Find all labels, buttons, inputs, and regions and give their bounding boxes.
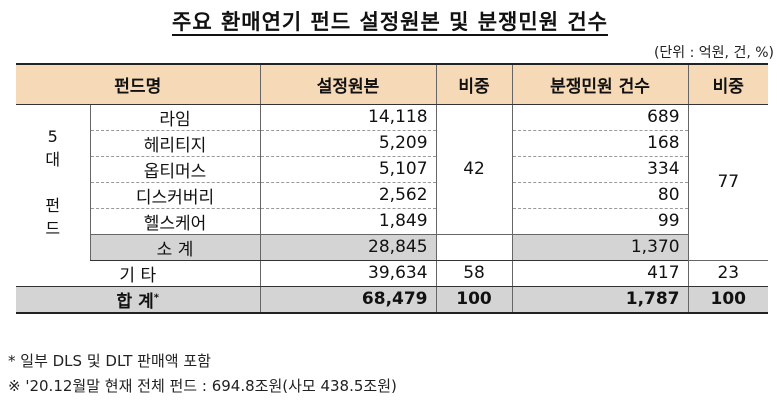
table-row: 디스커버리 2,562 80	[16, 182, 768, 209]
others-ratio-complaints: 23	[687, 260, 769, 287]
others-label: 기 타	[16, 260, 261, 287]
total-ratio-complaints: 100	[687, 286, 769, 314]
fund-principal: 5,209	[259, 130, 437, 157]
total-row: 합 계* 68,479 100 1,787 100	[16, 286, 769, 314]
table-row: 5 대 펀 드 라임 14,118 42 689 77	[16, 104, 769, 261]
header-fund-name: 펀드명	[16, 63, 261, 105]
fund-principal: 2,562	[259, 182, 437, 209]
table-header-row: 펀드명 설정원본 비중 분쟁민원 건수 비중	[16, 63, 769, 105]
fund-complaints: 99	[511, 208, 689, 235]
subtotal-label: 소 계	[89, 233, 261, 261]
fund-name: 헬스케어	[89, 208, 261, 235]
fund-name: 라임	[89, 104, 261, 131]
fund-complaints: 689	[511, 104, 689, 131]
total-ratio-principal: 100	[435, 286, 513, 314]
top5-ratio-principal: 42	[435, 104, 513, 235]
total-complaints: 1,787	[511, 286, 689, 314]
fund-complaints: 80	[511, 182, 689, 209]
group-label-top5: 5 대 펀 드	[45, 126, 61, 238]
header-ratio-complaints: 비중	[687, 63, 769, 105]
footnote-dls: * 일부 DLS 및 DLT 판매액 포함	[8, 352, 211, 370]
top5-ratio-complaints: 77	[687, 104, 769, 261]
fund-table: 펀드명 설정원본 비중 분쟁민원 건수 비중 5 대 펀 드 라임 14,118…	[16, 63, 769, 314]
table-row: 헤리티지 5,209 168	[16, 130, 768, 157]
total-label-cell: 합 계*	[16, 286, 261, 314]
others-ratio-principal: 58	[435, 260, 513, 287]
fund-principal: 14,118	[259, 104, 437, 131]
others-principal: 39,634	[259, 260, 437, 287]
fund-name: 옵티머스	[89, 156, 261, 183]
subtotal-principal: 28,845	[259, 233, 437, 261]
table-row: 헬스케어 1,849 99	[16, 208, 768, 235]
subtotal-row: 소 계 28,845 1,370	[16, 233, 768, 261]
others-row: 기 타 39,634 58 417 23	[16, 260, 769, 287]
fund-complaints: 334	[511, 156, 689, 183]
fund-name: 헤리티지	[89, 130, 261, 157]
page-title: 주요 환매연기 펀드 설정원본 및 분쟁민원 건수	[172, 10, 608, 34]
others-complaints: 417	[511, 260, 689, 287]
header-complaints: 분쟁민원 건수	[511, 63, 689, 105]
fund-principal: 5,107	[259, 156, 437, 183]
fund-name: 디스커버리	[89, 182, 261, 209]
total-label: 합 계	[116, 291, 154, 312]
subtotal-complaints: 1,370	[511, 233, 689, 261]
subtotal-ratio-blank	[435, 233, 513, 261]
total-principal: 68,479	[259, 286, 437, 314]
total-footnote-mark: *	[153, 291, 159, 303]
header-principal: 설정원본	[259, 63, 437, 105]
fund-principal: 1,849	[259, 208, 437, 235]
unit-note: (단위 : 억원, 건, %)	[653, 45, 774, 61]
header-ratio-principal: 비중	[435, 63, 513, 105]
table-row: 옵티머스 5,107 334	[16, 156, 768, 183]
fund-complaints: 168	[511, 130, 689, 157]
footnote-total-fund: ※ '20.12월말 현재 전체 펀드 : 694.8조원(사모 438.5조원…	[8, 377, 397, 395]
